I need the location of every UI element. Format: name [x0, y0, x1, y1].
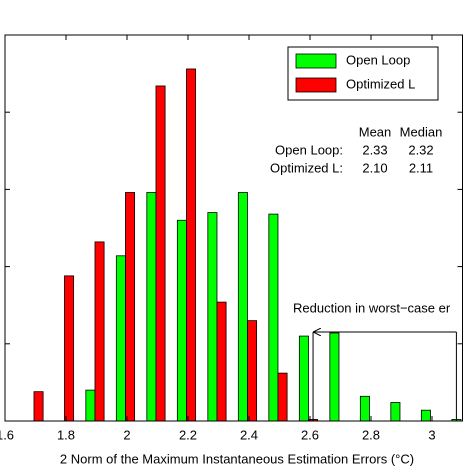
- bar: [390, 402, 401, 422]
- bar: [277, 372, 288, 422]
- x-tick-label: 2.6: [301, 427, 319, 442]
- stats-median: 2.11: [409, 160, 433, 175]
- bar: [359, 395, 370, 422]
- bar: [247, 320, 258, 422]
- bar: [125, 192, 136, 422]
- bar: [33, 391, 44, 422]
- stats-header: Median: [400, 124, 443, 139]
- legend-label: Open Loop: [346, 52, 410, 67]
- x-tick-label: 1.8: [57, 427, 75, 442]
- x-tick-label: 2.2: [179, 427, 197, 442]
- bar: [85, 389, 96, 422]
- bar: [216, 301, 227, 422]
- bar: [329, 332, 340, 422]
- stats-label: Optimized L:: [270, 160, 343, 175]
- bar: [146, 192, 157, 422]
- legend-label: Optimized L: [346, 76, 415, 91]
- x-axis-label: 2 Norm of the Maximum Instantaneous Esti…: [60, 451, 414, 466]
- bar: [420, 409, 431, 422]
- bar: [94, 241, 105, 422]
- stats-median: 2.32: [408, 142, 433, 157]
- bar: [64, 275, 75, 422]
- bar: [115, 255, 126, 422]
- bar: [268, 213, 279, 422]
- bar: [207, 212, 218, 422]
- stats-mean: 2.33: [362, 142, 387, 157]
- x-tick-label: 2.4: [240, 427, 258, 442]
- bar: [176, 219, 187, 422]
- x-tick-label: 3: [428, 427, 435, 442]
- axes-box: [4, 34, 463, 422]
- stats-mean: 2.10: [362, 160, 387, 175]
- bar: [186, 68, 197, 422]
- bar: [298, 335, 309, 422]
- x-tick-label: 1.6: [0, 427, 14, 442]
- legend-swatch: [295, 77, 337, 93]
- annotation-text: Reduction in worst−case er: [293, 300, 451, 315]
- bar: [237, 192, 248, 422]
- x-tick-label: 2: [123, 427, 130, 442]
- legend-swatch: [295, 53, 337, 69]
- bar: [155, 85, 166, 422]
- stats-label: Open Loop:: [275, 142, 343, 157]
- x-tick-label: 2.8: [362, 427, 380, 442]
- stats-header: Mean: [359, 124, 392, 139]
